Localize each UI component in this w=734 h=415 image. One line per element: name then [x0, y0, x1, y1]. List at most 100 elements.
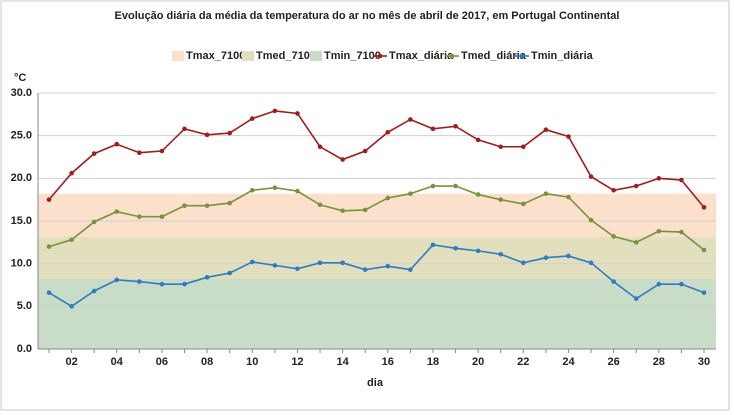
legend-marker: [519, 53, 525, 59]
data-point: [679, 229, 684, 235]
legend-marker: [449, 53, 455, 59]
data-point: [114, 209, 120, 214]
series-line: [48, 185, 705, 251]
x-tick-label: 24: [562, 356, 575, 368]
data-point: [453, 183, 458, 189]
data-point: [227, 270, 232, 276]
data-point: [453, 123, 458, 129]
data-point: [159, 281, 165, 287]
legend-label: Tmin_diária: [531, 50, 594, 62]
y-tick-label: 5.0: [17, 300, 32, 312]
data-point: [498, 197, 504, 202]
data-point: [611, 279, 616, 284]
data-point: [430, 242, 436, 248]
x-tick-label: 22: [517, 356, 529, 368]
data-point: [475, 137, 481, 143]
data-point: [340, 208, 345, 214]
data-point: [249, 187, 255, 193]
data-point: [204, 132, 210, 138]
data-point: [611, 234, 616, 239]
data-point: [679, 281, 684, 287]
data-point: [362, 148, 368, 154]
data-point: [566, 134, 571, 139]
legend-label: Tmax_diária: [389, 50, 454, 62]
legend-label: Tmax_7100: [186, 50, 245, 62]
data-point: [521, 260, 526, 266]
y-tick-label: 15.0: [11, 215, 32, 227]
data-point: [227, 200, 232, 206]
data-point: [543, 255, 549, 260]
legend-label: Tmed_7100: [256, 50, 316, 62]
legend-label: Tmin_7100: [324, 50, 381, 62]
data-point: [701, 205, 707, 210]
data-point: [408, 117, 413, 122]
data-point: [317, 144, 323, 150]
series-line: [48, 110, 705, 208]
data-point: [385, 195, 391, 201]
data-point: [340, 157, 345, 162]
data-point: [566, 253, 571, 259]
y-tick-label: 0.0: [17, 343, 32, 355]
data-point: [204, 275, 210, 280]
data-point: [114, 277, 120, 283]
legend-label: Tmed_diária: [461, 50, 527, 62]
data-point: [408, 191, 413, 196]
data-point: [249, 116, 255, 121]
x-tick-label: 14: [336, 356, 349, 368]
data-point: [543, 191, 549, 196]
data-point: [91, 219, 97, 225]
y-axis-label: °C: [14, 72, 26, 84]
x-tick-label: 08: [201, 356, 213, 368]
data-point: [475, 192, 481, 197]
data-point: [566, 194, 571, 200]
data-point: [317, 260, 323, 266]
data-point: [633, 183, 639, 189]
data-point: [701, 290, 707, 295]
data-point: [521, 144, 526, 150]
data-point: [498, 251, 504, 257]
data-point: [295, 266, 300, 272]
y-tick-label: 30.0: [11, 87, 32, 99]
data-point: [543, 127, 549, 132]
data-point: [249, 259, 255, 265]
data-point: [362, 267, 368, 272]
data-point: [340, 260, 345, 266]
data-point: [656, 228, 662, 234]
data-point: [91, 288, 97, 294]
data-point: [385, 263, 391, 269]
legend-marker: [377, 53, 383, 59]
data-point: [430, 183, 436, 189]
data-point: [182, 126, 187, 132]
data-point: [408, 267, 413, 272]
x-tick-label: 04: [111, 356, 124, 368]
legend-swatch: [242, 51, 254, 61]
data-point: [46, 244, 52, 249]
data-point: [272, 263, 278, 268]
data-point: [46, 290, 52, 295]
data-point: [272, 108, 278, 114]
y-tick-label: 10.0: [11, 258, 32, 270]
data-point: [69, 170, 74, 176]
data-point: [588, 217, 594, 223]
data-point: [701, 247, 707, 253]
legend-swatch: [310, 51, 322, 61]
data-point: [453, 246, 458, 251]
x-tick-label: 26: [608, 356, 620, 368]
data-point: [588, 174, 594, 179]
data-point: [633, 240, 639, 245]
data-point: [679, 177, 684, 183]
data-point: [46, 197, 52, 202]
x-tick-label: 18: [427, 356, 439, 368]
data-point: [272, 185, 278, 191]
x-tick-label: 12: [291, 356, 303, 368]
data-point: [498, 144, 504, 150]
data-point: [588, 260, 594, 266]
series-line: [48, 244, 705, 308]
data-point: [204, 203, 210, 208]
data-point: [362, 207, 368, 213]
data-point: [182, 203, 187, 208]
legend-swatch: [172, 51, 184, 61]
data-point: [521, 201, 526, 207]
